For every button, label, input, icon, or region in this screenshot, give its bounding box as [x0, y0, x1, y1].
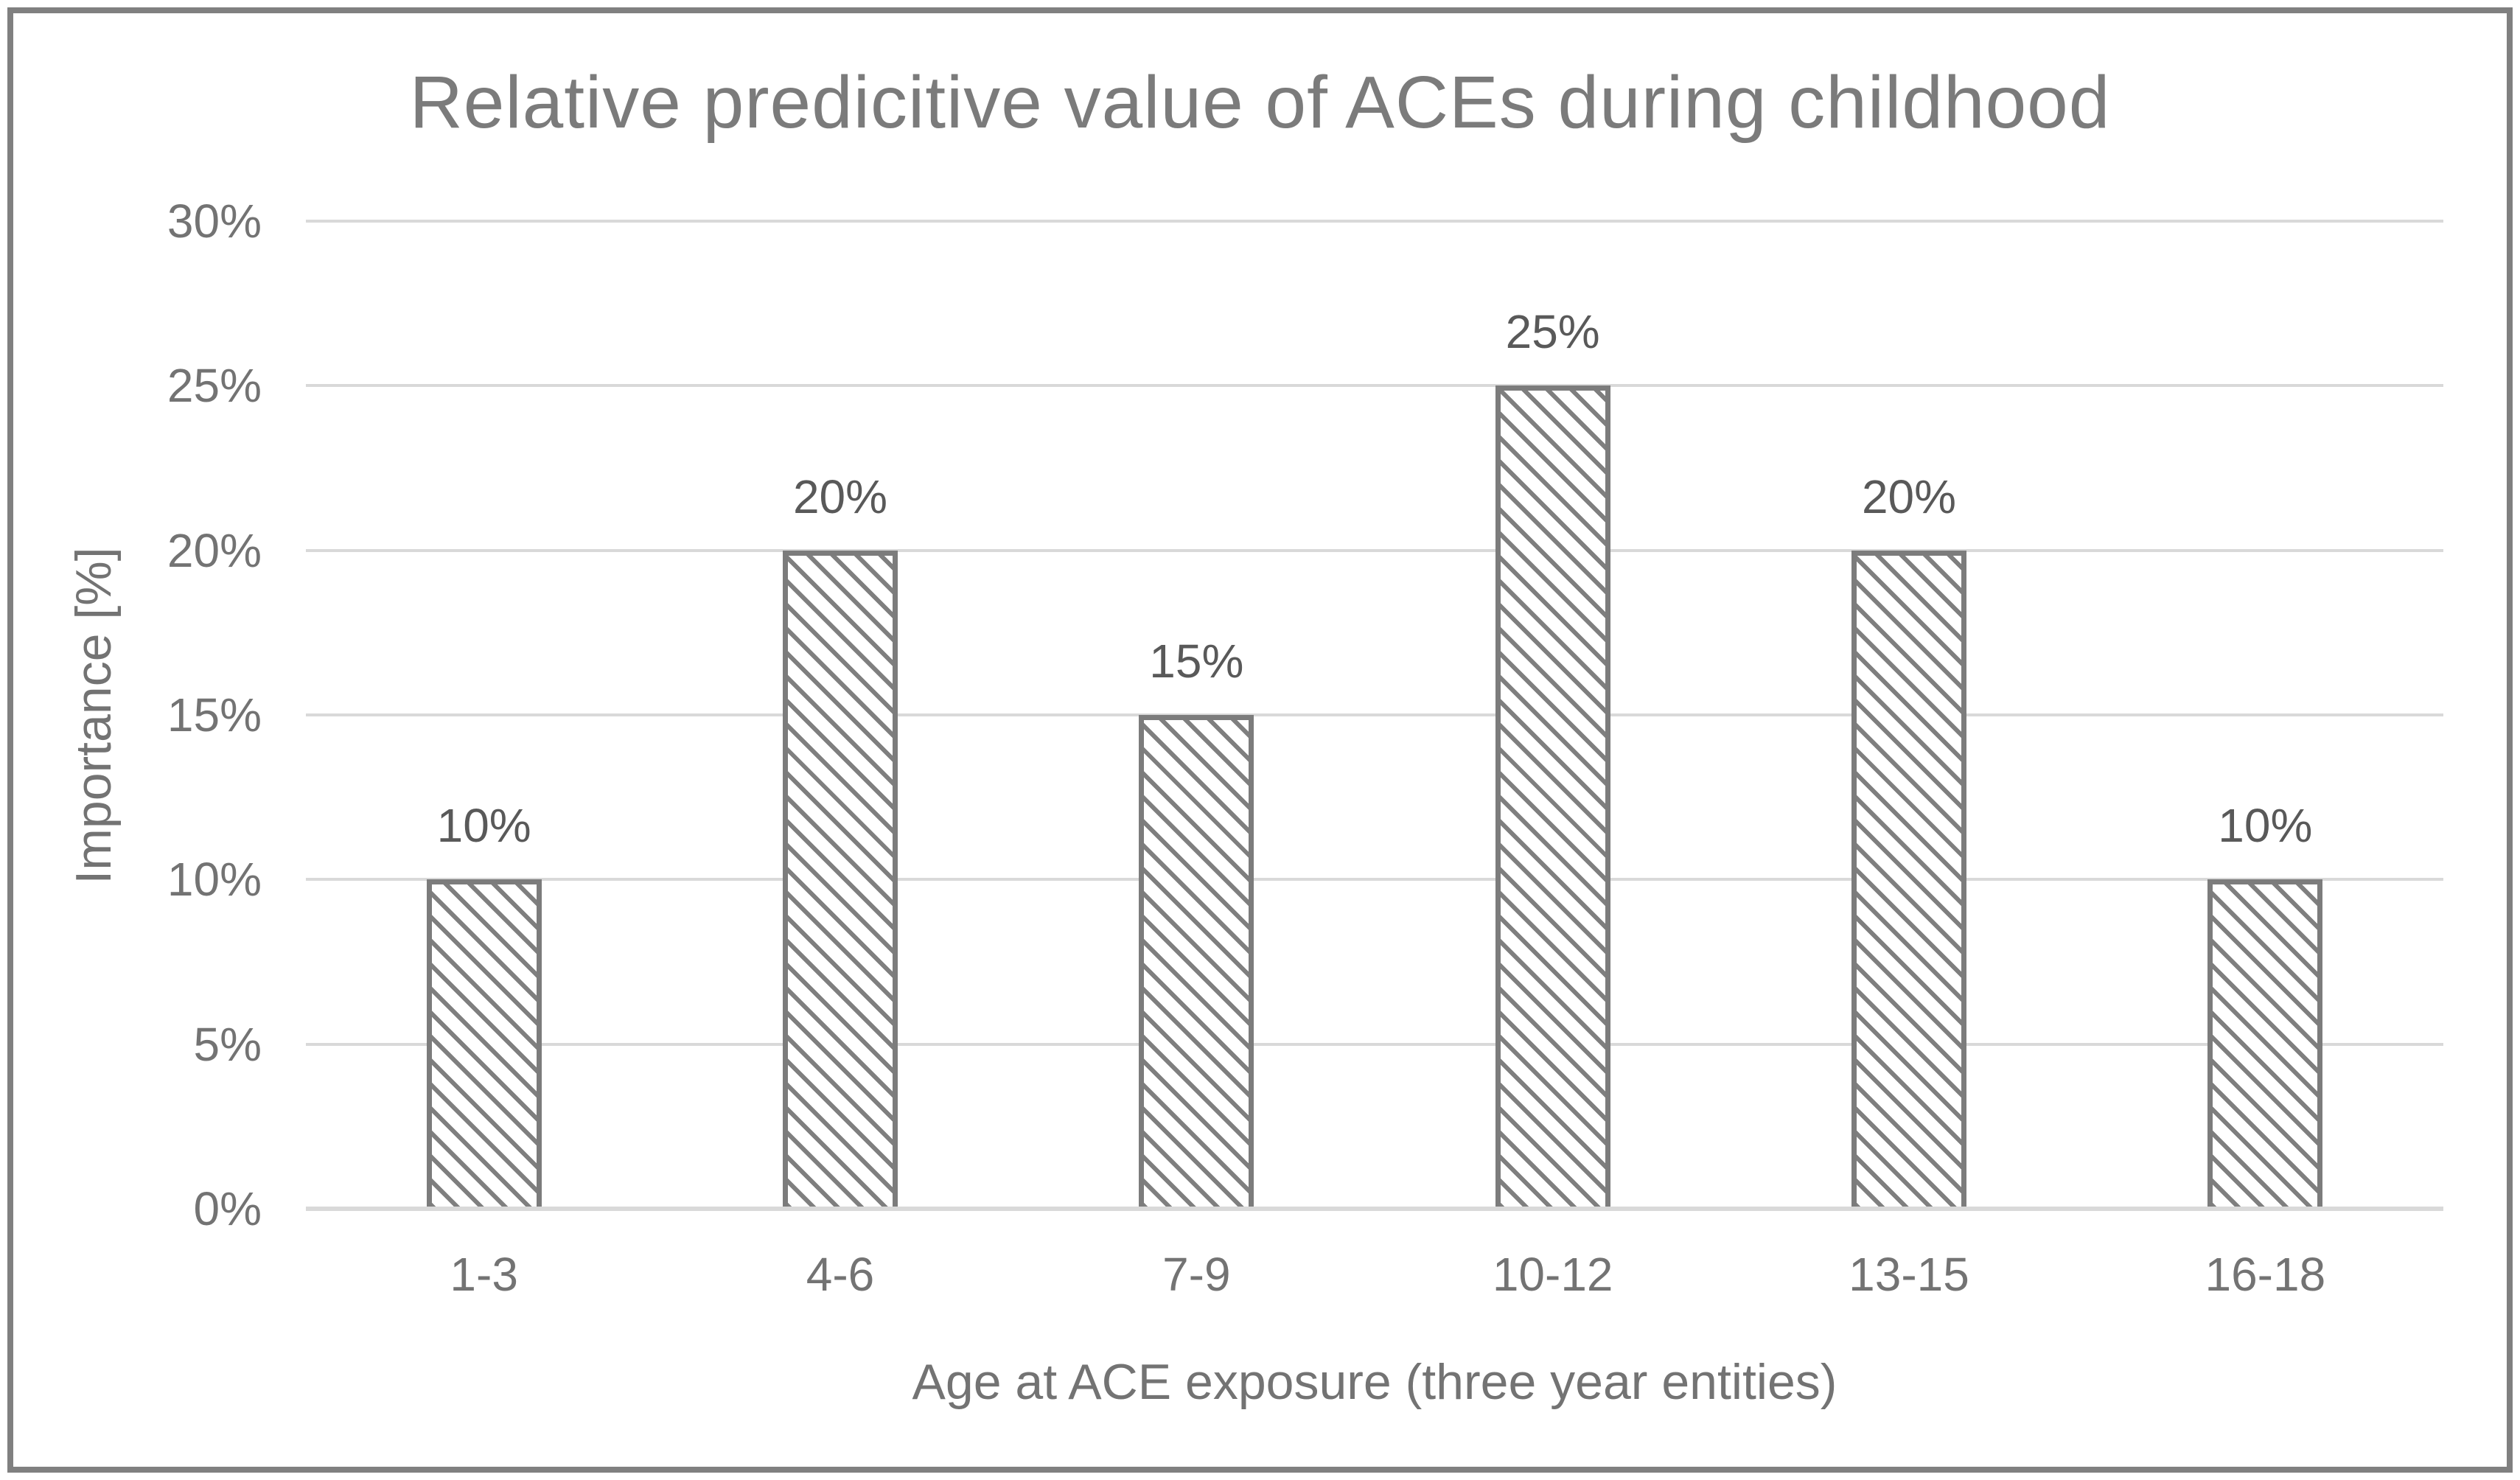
chart-frame-border — [7, 7, 2513, 1473]
x-axis-baseline — [306, 1207, 2443, 1211]
y-tick-label: 10% — [167, 853, 262, 907]
x-tick-label: 10-12 — [1492, 1248, 1613, 1301]
bar-1-3 — [426, 879, 542, 1209]
bar-10-12 — [1495, 385, 1610, 1209]
y-tick-label: 30% — [167, 195, 262, 248]
plot-area — [306, 220, 2443, 1211]
bar-data-label: 20% — [1861, 470, 1957, 523]
chart-title: Relative predicitive value of ACEs durin… — [409, 61, 2111, 144]
x-tick-label: 7-9 — [1162, 1248, 1231, 1301]
gridline — [306, 220, 2443, 223]
x-axis-title: Age at ACE exposure (three year entities… — [912, 1354, 1837, 1410]
bar-4-6 — [783, 550, 898, 1209]
bar-data-label: 20% — [792, 470, 888, 523]
y-tick-label: 20% — [167, 523, 262, 577]
gridline — [306, 384, 2443, 388]
gridline — [306, 878, 2443, 882]
y-tick-label: 15% — [167, 688, 262, 741]
y-tick-label: 0% — [193, 1182, 262, 1235]
x-tick-label: 13-15 — [1849, 1248, 1969, 1301]
gridline — [306, 548, 2443, 552]
y-tick-label: 25% — [167, 359, 262, 413]
bar-data-label: 10% — [2218, 799, 2313, 853]
x-tick-label: 1-3 — [450, 1248, 518, 1301]
bar-data-label: 15% — [1149, 635, 1244, 688]
x-tick-label: 16-18 — [2205, 1248, 2326, 1301]
gridline — [306, 713, 2443, 716]
x-tick-label: 4-6 — [806, 1248, 875, 1301]
bar-data-label: 25% — [1505, 305, 1600, 359]
gridline — [306, 1042, 2443, 1046]
bar-7-9 — [1139, 715, 1254, 1209]
bar-13-15 — [1851, 550, 1966, 1209]
bar-16-18 — [2207, 879, 2323, 1209]
y-tick-label: 5% — [193, 1017, 262, 1071]
bar-data-label: 10% — [436, 799, 531, 853]
